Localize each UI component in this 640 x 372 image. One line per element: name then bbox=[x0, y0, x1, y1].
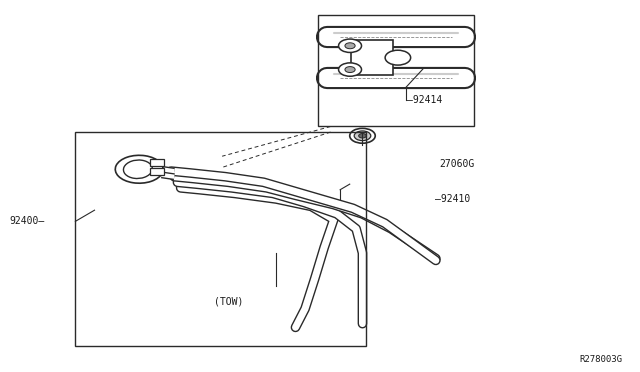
Circle shape bbox=[354, 131, 371, 141]
Text: 27060G: 27060G bbox=[439, 159, 474, 169]
Circle shape bbox=[339, 39, 362, 52]
Ellipse shape bbox=[115, 155, 163, 183]
Circle shape bbox=[349, 128, 375, 143]
Text: 92400—: 92400— bbox=[10, 217, 45, 226]
Text: —92410: —92410 bbox=[435, 194, 470, 204]
Circle shape bbox=[339, 63, 362, 76]
Ellipse shape bbox=[124, 160, 152, 179]
Bar bbox=[76, 132, 365, 346]
FancyBboxPatch shape bbox=[150, 168, 164, 175]
Circle shape bbox=[358, 134, 366, 138]
Text: —92414: —92414 bbox=[407, 96, 442, 105]
Circle shape bbox=[345, 43, 355, 49]
Circle shape bbox=[385, 50, 411, 65]
Circle shape bbox=[345, 67, 355, 73]
Bar bbox=[318, 15, 474, 126]
Bar bbox=[351, 40, 393, 75]
FancyBboxPatch shape bbox=[150, 159, 164, 166]
Text: R278003G: R278003G bbox=[579, 355, 622, 364]
Text: (TOW): (TOW) bbox=[214, 296, 243, 306]
